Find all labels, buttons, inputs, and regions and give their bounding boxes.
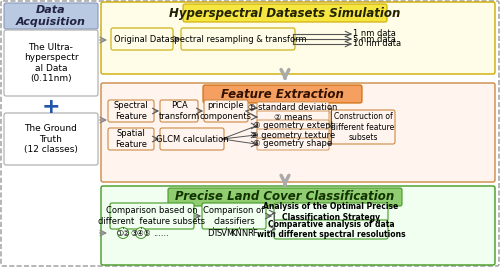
FancyBboxPatch shape <box>4 113 98 165</box>
Text: Comparison based on
different  feature subsets: Comparison based on different feature su… <box>98 206 206 226</box>
Text: Original Data: Original Data <box>114 34 170 44</box>
Circle shape <box>136 227 146 238</box>
Text: 10 nm data: 10 nm data <box>353 40 401 49</box>
Text: Comparative analysis of data
with different spectral resolutions: Comparative analysis of data with differ… <box>256 220 406 239</box>
Text: Spectral
Feature: Spectral Feature <box>114 101 148 121</box>
FancyBboxPatch shape <box>101 186 495 265</box>
Text: Precise Land Cover Classification: Precise Land Cover Classification <box>176 190 394 203</box>
FancyBboxPatch shape <box>257 120 329 132</box>
Text: ③ geometry extent: ③ geometry extent <box>252 121 334 131</box>
FancyBboxPatch shape <box>257 138 329 150</box>
FancyBboxPatch shape <box>204 100 248 122</box>
Text: principle
components: principle components <box>200 101 252 121</box>
Text: ③④⑤: ③④⑤ <box>130 229 152 238</box>
Text: Feature Extraction: Feature Extraction <box>220 88 344 100</box>
Text: Data
Acquisition: Data Acquisition <box>16 5 86 27</box>
Text: The Ground
Truth
(12 classes): The Ground Truth (12 classes) <box>24 124 78 154</box>
FancyBboxPatch shape <box>168 188 402 206</box>
Text: KNN: KNN <box>230 229 248 238</box>
FancyBboxPatch shape <box>203 85 362 103</box>
Text: Analysis of the Optimal Precise
Classification Strategy: Analysis of the Optimal Precise Classifi… <box>264 202 398 222</box>
FancyBboxPatch shape <box>257 129 329 141</box>
FancyBboxPatch shape <box>181 28 295 50</box>
FancyBboxPatch shape <box>160 100 198 122</box>
Text: +: + <box>42 97 60 117</box>
FancyBboxPatch shape <box>108 100 154 122</box>
FancyBboxPatch shape <box>183 4 387 22</box>
Text: DT: DT <box>208 229 219 238</box>
FancyBboxPatch shape <box>331 110 395 144</box>
FancyBboxPatch shape <box>101 2 495 74</box>
FancyBboxPatch shape <box>274 203 388 221</box>
Text: ① standard deviation: ① standard deviation <box>248 104 338 112</box>
Text: 1 nm data: 1 nm data <box>353 29 396 38</box>
FancyBboxPatch shape <box>257 102 329 114</box>
FancyBboxPatch shape <box>110 203 194 229</box>
Text: ② means: ② means <box>274 112 312 121</box>
Circle shape <box>118 227 128 238</box>
Text: PCA
transform: PCA transform <box>158 101 200 121</box>
Text: ①②: ①② <box>116 229 130 238</box>
FancyBboxPatch shape <box>257 111 329 123</box>
FancyBboxPatch shape <box>4 30 98 96</box>
Text: GLCM calculation: GLCM calculation <box>156 135 228 143</box>
Text: The Ultra-
hyperspectr
al Data
(0.11nm): The Ultra- hyperspectr al Data (0.11nm) <box>24 43 78 83</box>
FancyBboxPatch shape <box>101 83 495 182</box>
FancyBboxPatch shape <box>202 203 266 229</box>
Text: Spatial
Feature: Spatial Feature <box>115 129 147 149</box>
FancyBboxPatch shape <box>4 3 98 29</box>
FancyBboxPatch shape <box>160 128 224 150</box>
Text: 5 nm data: 5 nm data <box>353 34 396 44</box>
Text: ⑤ geometry shape: ⑤ geometry shape <box>254 139 332 148</box>
Text: ......: ...... <box>153 229 169 238</box>
Text: spectral resampling & transform: spectral resampling & transform <box>170 34 306 44</box>
Text: Hyperspectral Datasets Simulation: Hyperspectral Datasets Simulation <box>170 6 400 19</box>
Text: SVM: SVM <box>217 229 235 238</box>
FancyBboxPatch shape <box>274 220 388 239</box>
Text: Comparison of
classifiers: Comparison of classifiers <box>204 206 264 226</box>
FancyBboxPatch shape <box>111 28 173 50</box>
Text: ④ geometry texture: ④ geometry texture <box>251 131 335 139</box>
Text: RF: RF <box>248 229 258 238</box>
Text: Construction of
different feature
subsets: Construction of different feature subset… <box>332 112 394 142</box>
FancyBboxPatch shape <box>108 128 154 150</box>
